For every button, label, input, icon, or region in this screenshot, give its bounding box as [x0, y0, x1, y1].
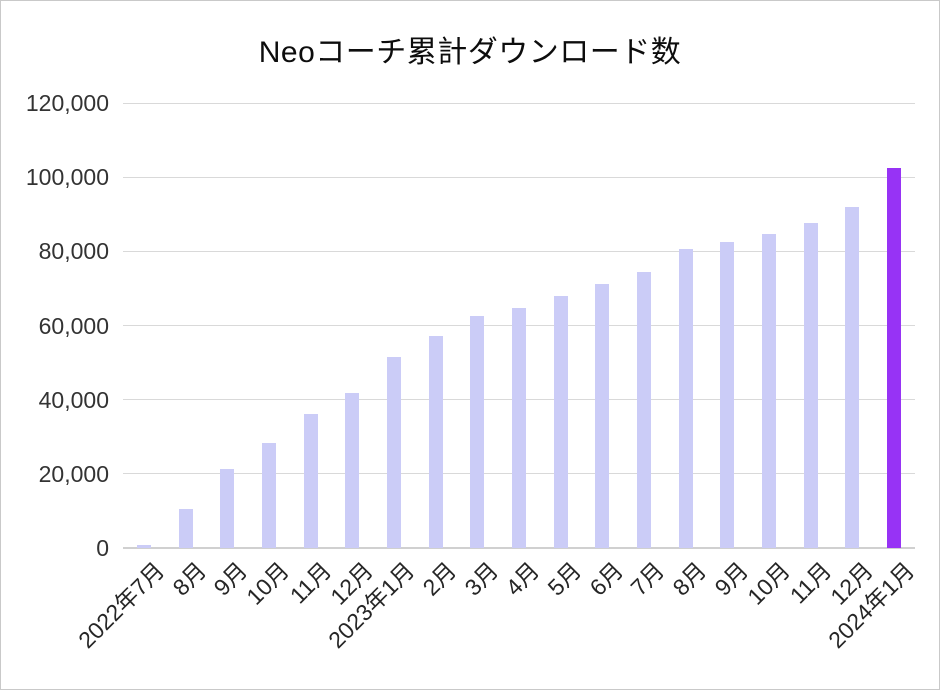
bar-9月	[720, 241, 735, 548]
bar-7月	[637, 272, 652, 548]
bar-3月	[470, 315, 485, 548]
bar-8月	[178, 509, 193, 548]
y-axis-tick-label: 40,000	[38, 386, 109, 413]
bar-11月	[803, 223, 818, 548]
y-axis-tick-label: 80,000	[38, 238, 109, 265]
x-axis-tick-label: 7月	[625, 557, 670, 601]
plot-area	[123, 102, 915, 549]
x-axis-tick-label: 4月	[500, 557, 545, 601]
bar-10月	[261, 442, 276, 548]
chart-title: Neoコーチ累計ダウンロード数	[258, 36, 682, 69]
x-axis-tick-label: 10月	[241, 557, 295, 610]
gridline	[123, 102, 915, 104]
y-axis-tick-label: 100,000	[25, 164, 109, 191]
bar-12月	[845, 206, 860, 548]
x-axis-tick-label: 8月	[167, 557, 211, 601]
x-axis-tick-label: 3月	[459, 557, 503, 601]
bar-5月	[553, 295, 568, 548]
bar-2月	[428, 335, 443, 548]
y-axis-tick-label: 0	[96, 535, 109, 561]
bar-8月	[678, 248, 693, 548]
bar-2022年7月	[136, 545, 151, 548]
y-axis-tick-label: 20,000	[38, 460, 109, 487]
bar-2023年1月	[386, 356, 401, 548]
bar-10月	[762, 233, 777, 548]
x-axis-tick-label: 5月	[542, 557, 587, 601]
bar-9月	[220, 469, 235, 548]
x-axis-tick-label: 10月	[741, 557, 795, 610]
x-axis-tick-label: 11月	[284, 557, 336, 609]
x-axis-tick-label: 11月	[784, 557, 837, 609]
bar-11月	[303, 414, 318, 548]
gridline	[123, 250, 915, 252]
y-axis-tick-label: 60,000	[38, 312, 109, 339]
x-axis-tick-label: 8月	[667, 557, 712, 601]
bar-4月	[512, 307, 526, 548]
bar-12月	[345, 393, 360, 548]
bar-6月	[595, 284, 610, 548]
y-axis-tick-label: 120,000	[25, 90, 109, 116]
x-axis-line	[123, 547, 915, 549]
x-axis-tick-label: 2022年7月	[73, 557, 170, 654]
x-axis-tick-label: 2月	[417, 557, 462, 601]
x-axis-tick-label: 6月	[584, 557, 628, 601]
bar-2024年1月	[887, 167, 902, 548]
gridline	[123, 176, 915, 178]
